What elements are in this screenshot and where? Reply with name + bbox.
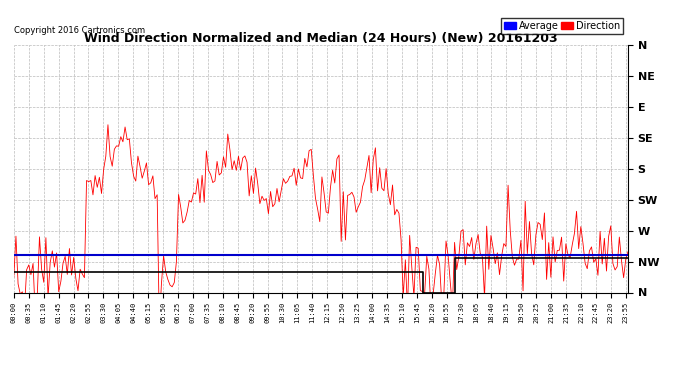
Text: Copyright 2016 Cartronics.com: Copyright 2016 Cartronics.com <box>14 26 145 35</box>
Legend: Average, Direction: Average, Direction <box>501 18 623 33</box>
Title: Wind Direction Normalized and Median (24 Hours) (New) 20161203: Wind Direction Normalized and Median (24… <box>84 32 558 45</box>
